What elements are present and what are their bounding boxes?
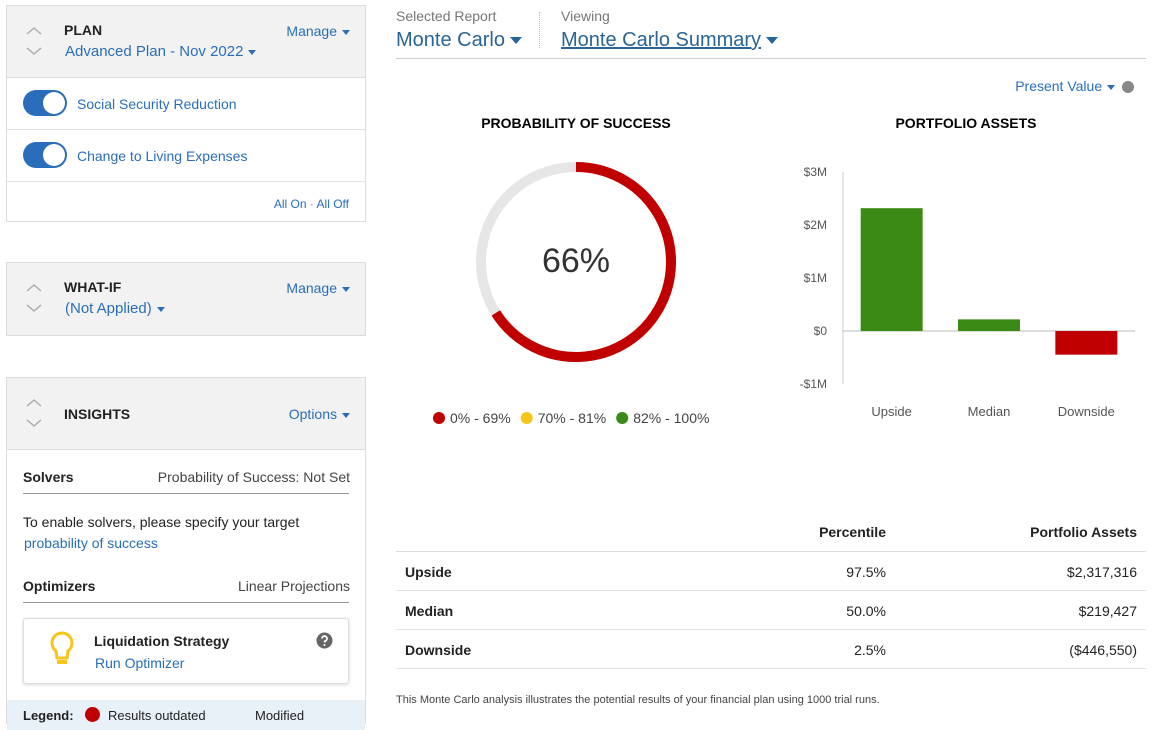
x-tick-label: Upside <box>871 404 911 419</box>
row-label: Downside <box>405 642 472 658</box>
header-rule <box>396 58 1146 59</box>
whatif-header: WHAT-IF (Not Applied) Manage <box>7 263 365 335</box>
report-label: Selected Report <box>396 8 497 24</box>
y-tick-label: $3M <box>804 165 827 179</box>
plan-name-text: Advanced Plan - Nov 2022 <box>65 43 244 60</box>
viewing-select[interactable]: Monte Carlo Summary <box>561 29 779 52</box>
legend-label: 0% - 69% <box>450 410 511 426</box>
y-tick-label: $1M <box>804 271 827 285</box>
manage-menu[interactable]: Manage <box>286 280 350 296</box>
gauge-arc <box>491 162 676 362</box>
plan-header: PLAN Advanced Plan - Nov 2022 Manage <box>7 6 365 78</box>
outdated-icon <box>85 707 100 722</box>
cell: ($446,550) <box>1069 642 1137 658</box>
whatif-panel: WHAT-IF (Not Applied) Manage <box>6 262 366 336</box>
cell: 97.5% <box>846 564 886 580</box>
cell: $219,427 <box>1078 603 1137 619</box>
legend-bar: Legend: Results outdated Modified <box>7 700 365 730</box>
card-link[interactable]: Run Optimizer <box>95 655 185 671</box>
bar <box>860 208 923 331</box>
plan-panel: PLAN Advanced Plan - Nov 2022 Manage Soc… <box>6 5 366 222</box>
legend-dot <box>520 412 533 424</box>
toggle-row: Change to Living Expenses <box>7 130 365 182</box>
manage-text: Manage <box>286 280 337 296</box>
cell: 50.0% <box>846 603 886 619</box>
charts: PROBABILITY OF SUCCESS 66% 0% - 69% 70% - 8… <box>433 115 1135 426</box>
table-rule <box>396 590 1146 591</box>
chevrons[interactable] <box>25 398 43 428</box>
panel-title: WHAT-IF <box>64 279 122 295</box>
legend-dot <box>433 412 445 424</box>
viewing-text: Monte Carlo Summary <box>561 29 762 51</box>
optimizers-status: Linear Projections <box>237 578 350 594</box>
insights-header: INSIGHTS Options <box>7 378 365 450</box>
whatif-name[interactable]: (Not Applied) <box>65 300 165 317</box>
whatif-name-text: (Not Applied) <box>65 300 152 317</box>
table-rule <box>396 629 1146 630</box>
table-rule <box>396 551 1146 552</box>
present-value-text: Present Value <box>1015 78 1103 94</box>
cell: $2,317,316 <box>1066 564 1137 580</box>
report-text: Monte Carlo <box>396 29 505 51</box>
gauge-value: 66% <box>542 242 610 280</box>
cell: 2.5% <box>854 642 886 658</box>
x-tick-label: Median <box>968 404 1011 419</box>
y-tick-label: $0 <box>814 324 828 338</box>
legend-label: 70% - 81% <box>538 410 606 426</box>
bar <box>958 319 1020 331</box>
solvers-text: To enable solvers, please specify your t… <box>23 514 300 530</box>
chart-title: PORTFOLIO ASSETS <box>895 115 1036 131</box>
separator: · <box>309 197 314 211</box>
row-label: Upside <box>405 564 452 580</box>
help-icon[interactable] <box>316 632 333 649</box>
optimizers-heading: Optimizers <box>23 578 96 594</box>
divider <box>23 493 349 494</box>
y-tick-label: $2M <box>804 218 827 232</box>
toggle-label: Change to Living Expenses <box>77 148 248 164</box>
toggle[interactable] <box>23 142 67 168</box>
divider <box>23 602 349 603</box>
manage-menu[interactable]: Manage <box>286 23 350 39</box>
card-title: Liquidation Strategy <box>94 633 230 649</box>
all-links: All On · All Off <box>274 197 349 211</box>
table-header: Portfolio Assets <box>1030 524 1137 540</box>
y-tick-label: -$1M <box>800 377 827 391</box>
chevrons[interactable] <box>25 26 43 56</box>
bar <box>1055 331 1118 355</box>
optimizer-card: Liquidation Strategy Run Optimizer <box>23 618 349 684</box>
plan-name[interactable]: Advanced Plan - Nov 2022 <box>65 43 257 60</box>
viewing-label: Viewing <box>561 8 610 24</box>
table-rule <box>396 668 1146 669</box>
options-menu[interactable]: Options <box>289 406 350 422</box>
options-text: Options <box>288 406 337 422</box>
legend-dot <box>616 412 629 424</box>
chevrons[interactable] <box>25 283 43 313</box>
all-on[interactable]: All On <box>273 197 307 211</box>
header-separator <box>539 12 540 48</box>
present-value-menu[interactable]: Present Value <box>1015 78 1134 94</box>
panel-title: PLAN <box>64 22 103 38</box>
legend-label: 82% - 100% <box>633 410 709 426</box>
table-header: Percentile <box>819 524 886 540</box>
toggle-label: Social Security Reduction <box>77 96 237 112</box>
toggle-row: Social Security Reduction <box>7 78 365 130</box>
solvers-link[interactable]: probability of success <box>24 535 158 551</box>
solvers-status: Probability of Success: Not Set <box>157 469 350 485</box>
solvers-heading: Solvers <box>23 469 74 485</box>
chart-title: PROBABILITY OF SUCCESS <box>481 115 671 131</box>
all-off[interactable]: All Off <box>316 197 349 211</box>
x-tick-label: Downside <box>1058 404 1115 419</box>
manage-text: Manage <box>286 23 337 39</box>
footnote: This Monte Carlo analysis illustrates th… <box>396 694 880 706</box>
row-label: Median <box>405 603 454 619</box>
bulb-icon <box>50 631 74 664</box>
toggle[interactable] <box>23 90 67 116</box>
report-select[interactable]: Monte Carlo <box>396 29 522 52</box>
panel-title: INSIGHTS <box>64 406 131 422</box>
